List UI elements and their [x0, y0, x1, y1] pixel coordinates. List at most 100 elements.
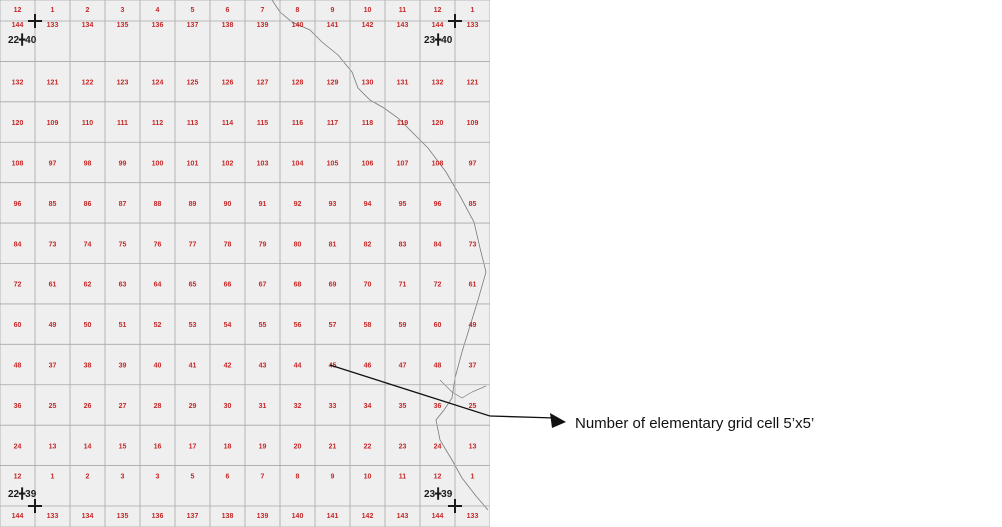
grid-cell-number: 68 — [294, 282, 302, 289]
grid-cell-number: 107 — [397, 160, 409, 167]
grid-cell-number: 16 — [154, 443, 162, 450]
grid-cell-number: 29 — [189, 403, 197, 410]
grid-cell-number: 37 — [469, 363, 477, 370]
grid-cell-number: 2 — [86, 7, 90, 14]
grid-cell-number: 42 — [224, 363, 232, 370]
grid-cell-number: 11 — [399, 7, 407, 14]
grid-cell-number: 116 — [292, 120, 303, 127]
grid-cell-number: 135 — [117, 513, 129, 520]
grid-cell-number: 128 — [292, 80, 304, 87]
grid-cell-number: 14 — [84, 443, 92, 450]
grid-cell-number: 36 — [434, 403, 442, 410]
grid-cell-number: 71 — [399, 282, 407, 289]
grid-cell-number: 34 — [364, 403, 372, 410]
grid-cell-number: 49 — [49, 322, 57, 329]
grid-cell-number: 13 — [469, 443, 477, 450]
grid-cell-number: 53 — [189, 322, 197, 329]
grid-cell-number: 1 — [471, 7, 475, 14]
grid-cell-number: 22 — [364, 443, 372, 450]
grid-cell-number: 106 — [362, 160, 374, 167]
grid-cell-number: 2 — [86, 474, 90, 481]
grid-cell-number: 25 — [49, 403, 57, 410]
grid-cell-number: 140 — [292, 22, 304, 29]
corner-label-top-left: 22╋40 — [8, 33, 37, 46]
grid-cell-number: 40 — [154, 363, 162, 370]
grid-cell-number: 59 — [399, 322, 407, 329]
grid-cell-number: 5 — [191, 474, 195, 481]
grid-cell-number: 144 — [12, 513, 24, 520]
grid-cell-number: 21 — [329, 443, 337, 450]
grid-cell-number: 100 — [152, 160, 164, 167]
grid-cell-number: 7 — [261, 7, 265, 14]
grid-cell-number: 120 — [432, 120, 444, 127]
grid-cell-number: 96 — [14, 201, 22, 208]
grid-cell-number: 115 — [257, 120, 268, 127]
grid-cell-number: 83 — [399, 241, 407, 248]
grid-cell-number: 96 — [434, 201, 442, 208]
grid-cell-number: 72 — [14, 282, 22, 289]
grid-cell-number: 38 — [84, 363, 92, 370]
grid-cell-number: 126 — [222, 80, 234, 87]
grid-cell-number: 76 — [154, 241, 162, 248]
corner-crosses — [28, 14, 462, 513]
grid-cell-number: 122 — [82, 80, 94, 87]
grid-cell-number: 55 — [259, 322, 267, 329]
grid-cell-number: 87 — [119, 201, 127, 208]
grid-cell-number: 67 — [259, 282, 267, 289]
grid-cell-number: 136 — [152, 513, 164, 520]
grid-cell-number: 73 — [49, 241, 57, 248]
grid-cell-number: 19 — [259, 443, 267, 450]
grid-cell-number: 81 — [329, 241, 337, 248]
grid-cell-number: 108 — [432, 160, 444, 167]
coastline-path-2 — [439, 379, 487, 399]
grid-cell-number: 3 — [121, 474, 125, 481]
grid-cell-number: 51 — [119, 322, 127, 329]
grid-cell-number: 56 — [294, 322, 302, 329]
grid-cell-number: 138 — [222, 22, 234, 29]
grid-cell-number: 78 — [224, 241, 232, 248]
corner-label-bottom-left: 22╋39 — [8, 487, 37, 500]
grid-cell-number: 3 — [121, 7, 125, 14]
grid-cell-number: 144 — [432, 22, 444, 29]
grid-cell-number: 88 — [154, 201, 162, 208]
grid-cell-number: 124 — [152, 80, 164, 87]
grid-cell-number: 52 — [154, 322, 162, 329]
caption-label: Number of elementary grid cell 5’x5’ — [575, 415, 815, 432]
grid-cell-number: 94 — [364, 201, 372, 208]
grid-cell-number: 47 — [399, 363, 407, 370]
grid-cell-number: 12 — [434, 474, 442, 481]
grid-cell-number: 65 — [189, 282, 197, 289]
grid-cell-number: 133 — [47, 513, 59, 520]
grid-cell-number: 1 — [51, 7, 55, 14]
grid-cell-number: 44 — [294, 363, 302, 370]
grid-cell-number: 104 — [292, 160, 304, 167]
grid-cell-number: 12 — [14, 7, 22, 14]
grid-cell-number: 133 — [47, 22, 59, 29]
grid-cell-number: 1 — [471, 474, 475, 481]
grid-cell-number: 63 — [119, 282, 127, 289]
grid-cell-number: 36 — [14, 403, 22, 410]
grid-cell-number: 46 — [364, 363, 372, 370]
grid-cell-number: 110 — [82, 120, 93, 127]
grid-cell-number: 8 — [296, 7, 300, 14]
grid-cell-number: 39 — [119, 363, 127, 370]
grid-map: 12 1 2 3 4 5 6 7 8 9 10 11 12 1 144 133 134 135 136 137 138 1… — [0, 0, 490, 527]
grid-cell-number: 57 — [329, 322, 337, 329]
grid-cell-number: 105 — [327, 160, 339, 167]
grid-cell-number: 123 — [117, 80, 129, 87]
grid-cell-number: 28 — [154, 403, 162, 410]
grid-cell-number: 133 — [467, 513, 479, 520]
grid-cell-number: 61 — [49, 282, 57, 289]
grid-cell-number: 127 — [257, 80, 269, 87]
grid-cell-number: 135 — [117, 22, 129, 29]
grid-cell-number: 12 — [434, 7, 442, 14]
grid-cell-number: 10 — [364, 474, 372, 481]
grid-cell-number: 48 — [14, 363, 22, 370]
grid-cell-number: 17 — [189, 443, 197, 450]
grid-cell-number: 142 — [362, 513, 374, 520]
grid-cell-number: 84 — [14, 241, 22, 248]
grid-cell-number: 26 — [84, 403, 92, 410]
grid-cell-number: 73 — [469, 241, 477, 248]
grid-cell-number: 98 — [84, 160, 92, 167]
